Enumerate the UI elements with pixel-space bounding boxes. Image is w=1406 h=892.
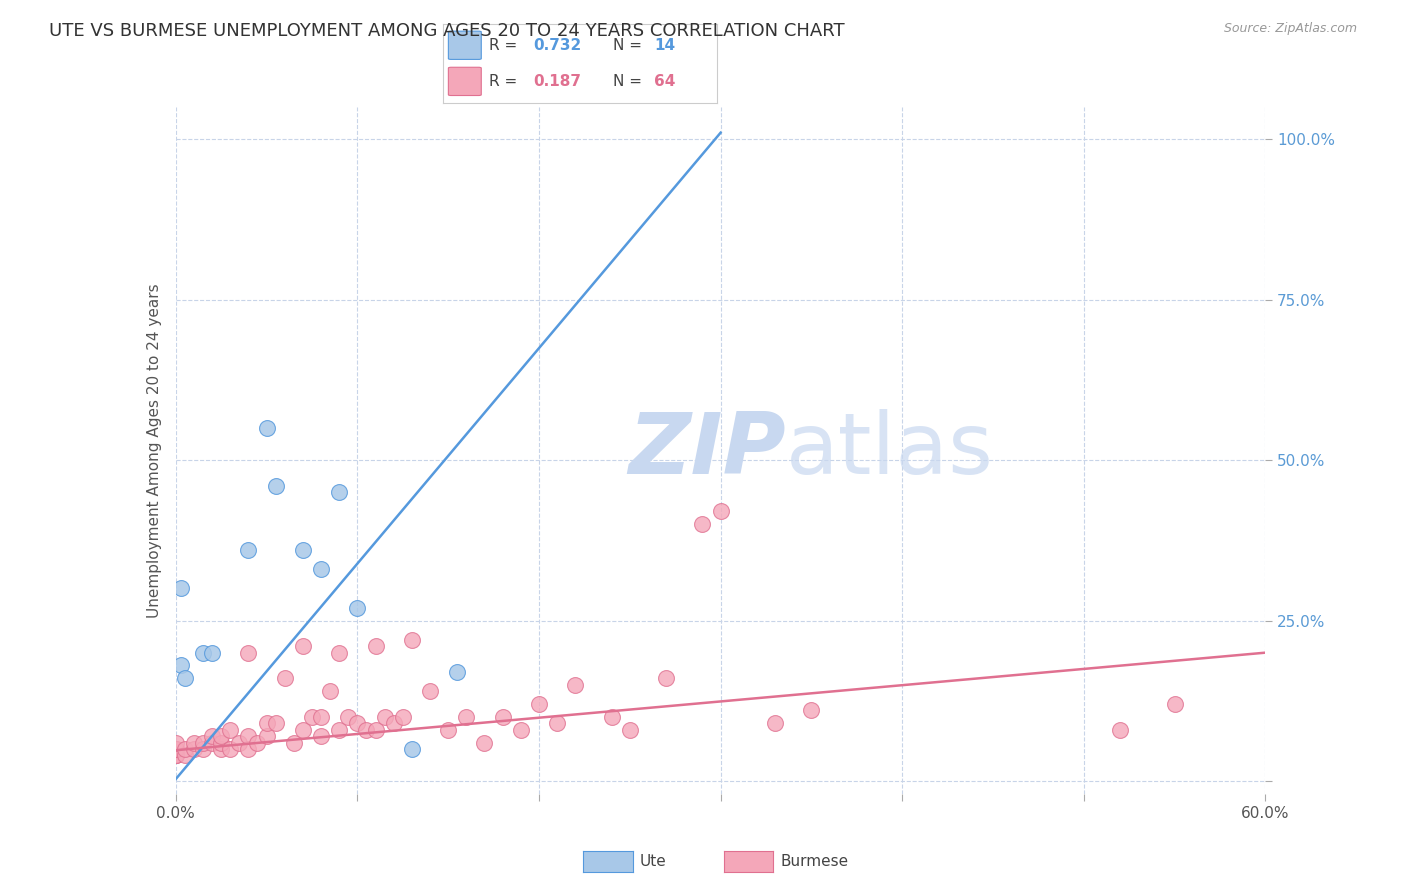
Point [309, 729, 332, 743]
Point [401, 632, 423, 647]
Point [165, 735, 187, 749]
Point [546, 716, 568, 731]
Point [763, 716, 786, 731]
Point [246, 735, 269, 749]
Point [319, 684, 342, 698]
Point [228, 735, 250, 749]
Text: 14: 14 [654, 37, 675, 53]
Point [301, 710, 323, 724]
Point [692, 517, 714, 532]
Point [165, 742, 187, 756]
Point [309, 710, 332, 724]
Point [191, 646, 214, 660]
Point [256, 716, 278, 731]
Point [346, 716, 368, 731]
Text: N =: N = [613, 74, 647, 89]
Point [564, 678, 586, 692]
Point [800, 703, 823, 717]
Point [209, 729, 232, 743]
Text: 0.187: 0.187 [533, 74, 581, 89]
Point [201, 735, 224, 749]
Point [600, 710, 623, 724]
Point [264, 716, 287, 731]
Point [1163, 697, 1185, 711]
Point [264, 479, 287, 493]
Point [328, 646, 350, 660]
Point [437, 723, 460, 737]
Point [173, 671, 195, 685]
Point [238, 729, 260, 743]
Point [291, 723, 314, 737]
Point [364, 723, 387, 737]
Point [309, 562, 332, 576]
Point [165, 748, 187, 763]
Point [527, 697, 550, 711]
Point [346, 600, 368, 615]
Text: R =: R = [489, 74, 523, 89]
Point [173, 748, 195, 763]
Text: atlas: atlas [786, 409, 994, 492]
Point [391, 710, 413, 724]
Point [238, 543, 260, 558]
FancyBboxPatch shape [449, 31, 481, 60]
Point [201, 646, 224, 660]
Point [191, 742, 214, 756]
Point [219, 742, 242, 756]
Point [1109, 723, 1132, 737]
Point [183, 735, 205, 749]
Text: 0.732: 0.732 [533, 37, 582, 53]
Point [356, 723, 378, 737]
Point [509, 723, 531, 737]
Point [446, 665, 468, 679]
Text: 64: 64 [654, 74, 675, 89]
Point [173, 742, 195, 756]
Point [238, 646, 260, 660]
Point [374, 710, 396, 724]
Point [364, 639, 387, 653]
Text: R =: R = [489, 37, 523, 53]
Point [283, 735, 305, 749]
Point [201, 729, 224, 743]
Point [256, 421, 278, 435]
Point [209, 735, 232, 749]
Point [328, 485, 350, 500]
Point [291, 639, 314, 653]
Text: Burmese: Burmese [780, 855, 848, 869]
Point [274, 671, 297, 685]
Point [165, 742, 187, 756]
Point [219, 723, 242, 737]
Point [165, 748, 187, 763]
Point [183, 742, 205, 756]
Point [191, 735, 214, 749]
Text: Source: ZipAtlas.com: Source: ZipAtlas.com [1223, 22, 1357, 36]
Point [170, 658, 193, 673]
Point [492, 710, 515, 724]
Point [401, 742, 423, 756]
Point [382, 716, 405, 731]
Point [209, 742, 232, 756]
Text: Ute: Ute [640, 855, 666, 869]
Point [256, 729, 278, 743]
Point [170, 582, 193, 596]
Text: N =: N = [613, 37, 647, 53]
Point [165, 748, 187, 763]
Point [474, 735, 496, 749]
FancyBboxPatch shape [449, 67, 481, 95]
Point [619, 723, 641, 737]
Point [337, 710, 360, 724]
Point [710, 504, 733, 518]
Point [291, 543, 314, 558]
Point [655, 671, 678, 685]
Point [328, 723, 350, 737]
Text: UTE VS BURMESE UNEMPLOYMENT AMONG AGES 20 TO 24 YEARS CORRELATION CHART: UTE VS BURMESE UNEMPLOYMENT AMONG AGES 2… [49, 22, 845, 40]
Y-axis label: Unemployment Among Ages 20 to 24 years: Unemployment Among Ages 20 to 24 years [146, 283, 162, 618]
Point [456, 710, 478, 724]
Text: ZIP: ZIP [628, 409, 786, 492]
Point [238, 742, 260, 756]
Point [419, 684, 441, 698]
